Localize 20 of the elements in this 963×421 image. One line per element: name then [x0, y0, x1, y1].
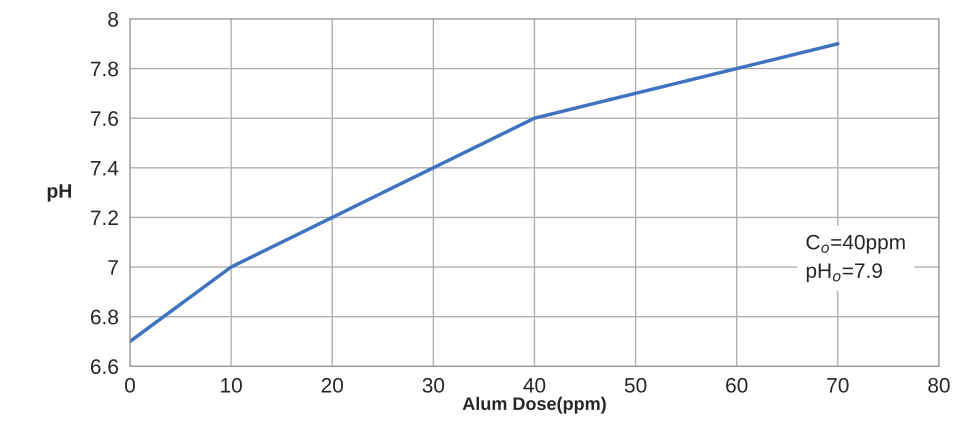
- y-tick-label: 7.4: [91, 161, 118, 176]
- x-tick-label: 80: [928, 378, 950, 393]
- x-tick-label: 0: [125, 378, 135, 393]
- x-tick-label: 10: [221, 378, 242, 393]
- x-tick-label: 50: [624, 378, 646, 393]
- x-tick-label: 20: [322, 378, 344, 393]
- x-tick-label: 60: [726, 378, 748, 393]
- y-tick-label: 7: [108, 260, 118, 275]
- y-tick-label: 7.8: [91, 62, 118, 76]
- x-tick-label: 30: [422, 378, 444, 393]
- y-tick-label: 7.6: [91, 111, 118, 126]
- y-tick-label: 6.6: [90, 359, 118, 374]
- y-tick-label: 6.8: [90, 310, 118, 324]
- x-tick-label: 40: [523, 378, 546, 393]
- y-tick-label: 8: [108, 12, 118, 27]
- x-tick-label: 70: [827, 378, 849, 393]
- x-axis-title: Alum Dose(ppm): [462, 396, 606, 414]
- y-axis-title: pH: [48, 184, 72, 202]
- annotation: C$_{o}$=40ppm pH$_{o}$=7.9: [806, 234, 905, 282]
- y-tick-label: 7.2: [91, 210, 118, 225]
